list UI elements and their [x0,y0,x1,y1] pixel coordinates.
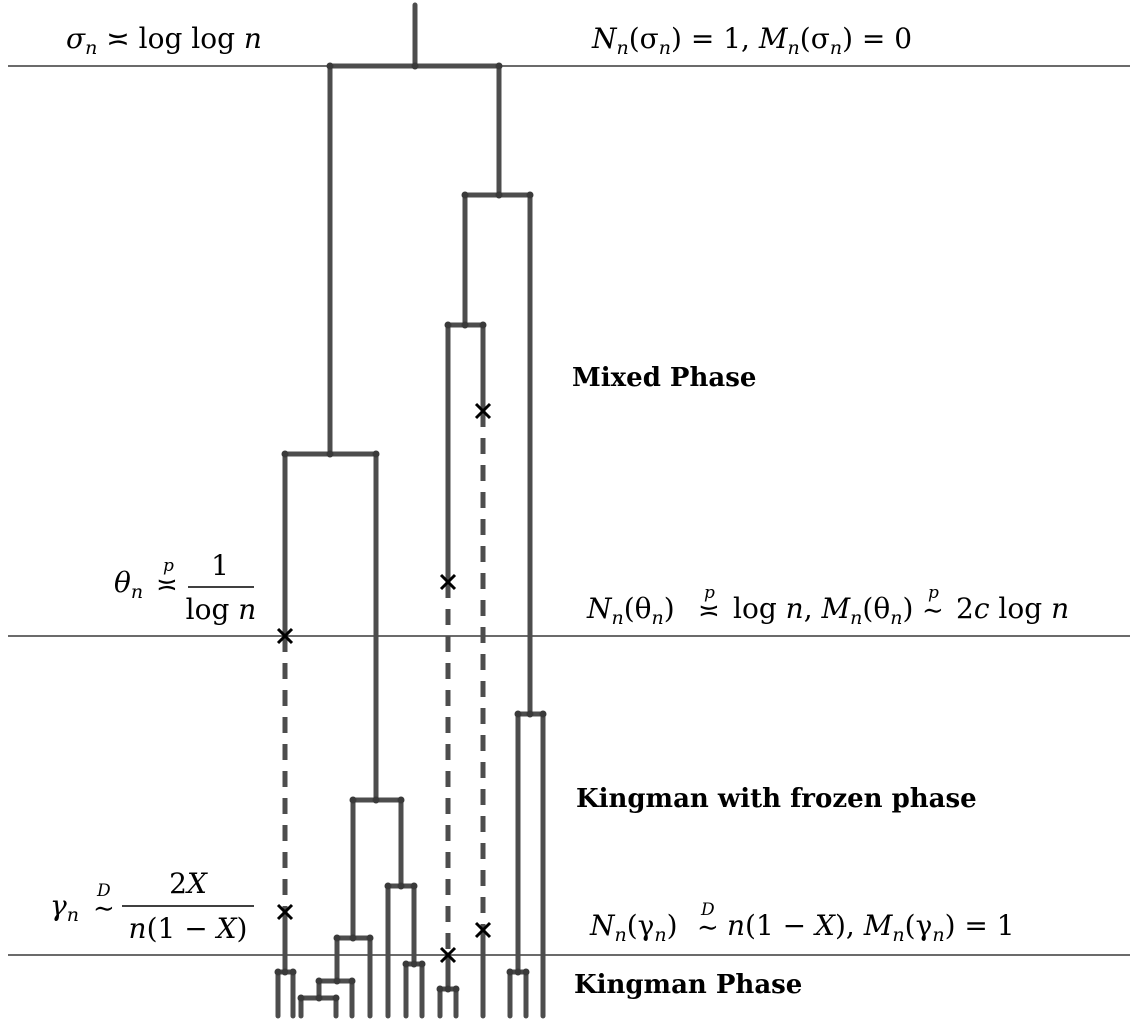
svg-text:Nn(γn): Nn(γn) [589,909,678,946]
node-dots [274,62,547,1002]
svg-text:log n: log n [186,593,257,626]
svg-text:p: p [928,583,939,603]
svg-text:p: p [163,556,174,576]
svg-text:γn: γn [50,889,79,926]
mutation-marker-3 [439,573,457,591]
genealogy-tree [274,2,547,1019]
svg-text:θn: θn [114,566,143,603]
sigma-condition: Nn(σn) = 1, Mn(σn) = 0 [591,22,912,59]
svg-text:1: 1 [211,549,229,582]
svg-text:2X: 2X [169,867,208,900]
svg-text:2c log n: 2c log n [956,592,1069,625]
svg-text:D: D [700,900,715,920]
gamma-condition: Nn(γn) ∼ D n(1 − X), Mn(γn) = 1 [589,900,1015,946]
svg-text:∼: ∼ [697,913,719,943]
svg-text:n(1 − X): n(1 − X) [129,912,248,945]
svg-text:≍: ≍ [156,570,178,600]
svg-text:n(1 − X), Mn(γn) = 1: n(1 − X), Mn(γn) = 1 [727,909,1015,946]
mutation-marker-1 [276,627,294,645]
mutation-marker-5 [474,402,492,420]
sigma-label: σn ≍ log log n [66,22,262,59]
svg-text:≍: ≍ [698,596,720,626]
kingman-phase-label: Kingman Phase [574,970,802,1000]
mutation-marker-2 [276,903,294,921]
mutation-marker-4 [439,946,457,964]
svg-text:∼: ∼ [93,894,115,924]
svg-text:Nn(θn): Nn(θn) [586,592,675,629]
svg-text:p: p [704,583,715,603]
svg-text:D: D [96,881,111,901]
mutation-marker-6 [474,921,492,939]
svg-text:log n, Mn(θn): log n, Mn(θn) [733,592,913,629]
theta-condition: Nn(θn) ≍ p log n, Mn(θn) ∼ p 2c log n [586,583,1069,629]
frozen-phase-label: Kingman with frozen phase [576,784,977,814]
gamma-label: γn ∼ D 2X n(1 − X) [50,867,254,945]
mixed-phase-label: Mixed Phase [572,363,756,393]
theta-label: θn ≍ p 1 log n [114,549,256,626]
svg-text:∼: ∼ [922,596,944,626]
